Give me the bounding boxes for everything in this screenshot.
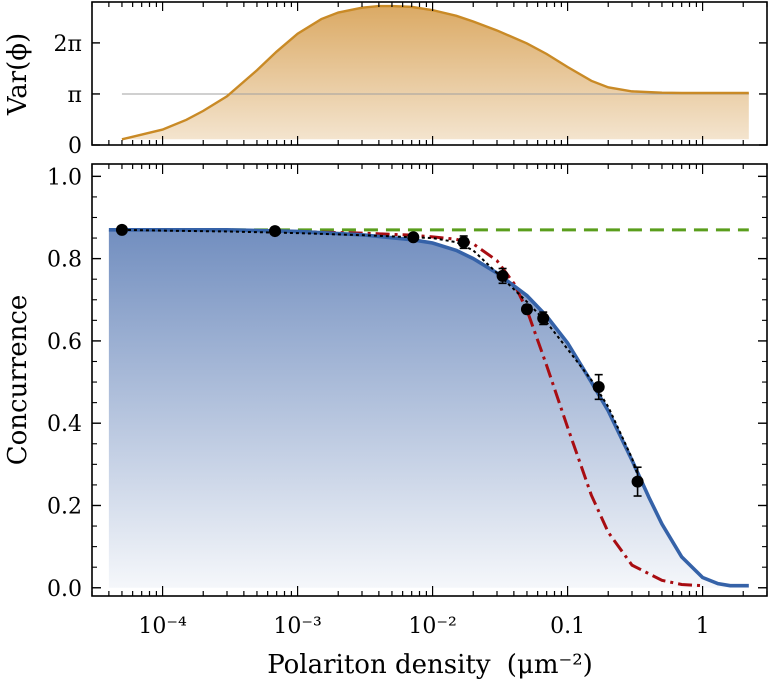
top-ytick-label: π	[68, 83, 82, 108]
data-point	[268, 225, 281, 238]
bottom-panel: 0.0 0.2 0.4 0.6 0.8 1.0 10⁻⁴ 10⁻³ 10⁻² 0.1 1 Conc…	[3, 163, 768, 680]
xtick-label: 0.1	[550, 614, 585, 639]
xtick-label: 10⁻²	[408, 614, 456, 639]
xtick-label: 10⁻³	[273, 614, 321, 639]
top-ytick-label: 0	[68, 134, 82, 159]
x-axis-label: Polariton density (μm⁻²)	[267, 650, 593, 680]
ytick-label: 0.2	[47, 494, 82, 519]
ytick-label: 0.8	[47, 248, 82, 273]
x-axis-label-text: Polariton density	[267, 650, 491, 680]
data-point	[520, 303, 533, 316]
top-plot-frame	[91, 1, 768, 146]
model-fill	[108, 229, 749, 588]
data-point	[631, 475, 644, 488]
top-ytick-label: 2π	[54, 32, 82, 57]
top-panel: 0 π 2π Var(ϕ)	[3, 1, 768, 159]
data-point	[115, 223, 128, 236]
data-point	[496, 269, 509, 282]
top-y-axis-label: Var(ϕ)	[3, 33, 33, 116]
data-point	[457, 236, 470, 249]
ytick-label: 0.4	[47, 412, 82, 437]
data-point	[537, 312, 550, 325]
comparison-line	[267, 229, 703, 588]
xtick-label: 10⁻⁴	[138, 614, 187, 639]
bottom-plot-frame	[91, 163, 768, 597]
ytick-label: 1.0	[47, 165, 82, 190]
xtick-label: 1	[696, 614, 710, 639]
x-axis-label-unit: (μm⁻²)	[507, 650, 593, 680]
ytick-label: 0.0	[47, 577, 82, 602]
data-point	[407, 231, 420, 244]
variance-fill	[121, 6, 749, 140]
y-axis-label: Concurrence	[3, 295, 33, 466]
ytick-label: 0.6	[47, 330, 82, 355]
data-point	[592, 380, 605, 393]
